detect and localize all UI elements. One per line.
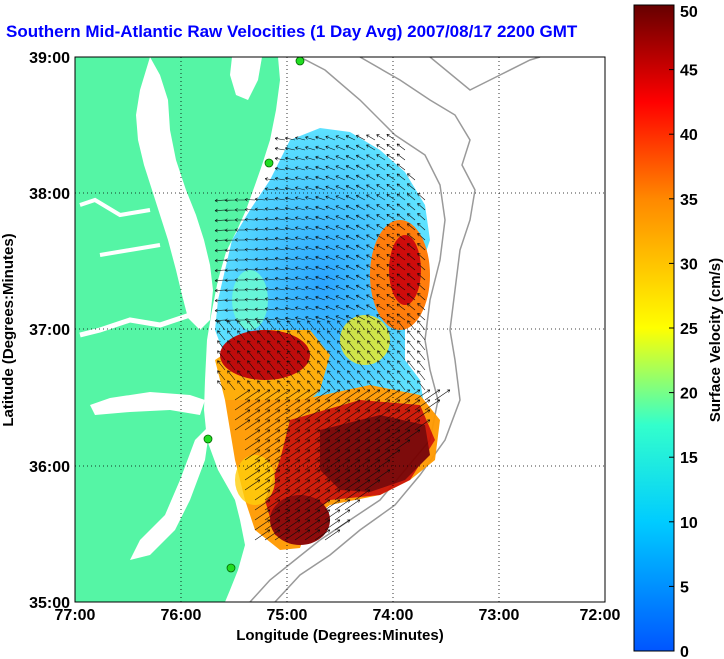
chesapeake-bay <box>136 57 213 330</box>
map-title: Southern Mid-Atlantic Raw Velocities (1 … <box>6 22 578 41</box>
bathymetry-contour <box>249 57 446 602</box>
colorbar-tick-label: 25 <box>680 321 698 338</box>
plot-frame <box>74 56 606 603</box>
colorbar-tick-label: 5 <box>680 579 689 596</box>
station-marker[interactable] <box>295 57 305 66</box>
x-axis: 77:00 76:00 75:00 74:00 73:00 72:00 Long… <box>55 607 621 644</box>
velocity-arrows <box>214 134 451 541</box>
y-tick-label: 39:00 <box>29 50 70 67</box>
x-axis-label: Longitude (Degrees:Minutes) <box>236 627 444 644</box>
albemarle-sound <box>90 392 205 415</box>
colorbar-tick-label: 40 <box>680 127 698 144</box>
river-rappahannock <box>99 243 161 257</box>
station-marker[interactable] <box>226 563 236 573</box>
grid <box>75 57 605 602</box>
y-tick-label: 35:00 <box>29 595 70 612</box>
colorbar-tick-label: 50 <box>680 4 698 21</box>
bathymetry-contour <box>274 57 476 602</box>
colorbar-tick-label: 45 <box>680 63 698 80</box>
colorbar-tick-label: 15 <box>680 450 698 467</box>
delaware-bay <box>230 57 262 100</box>
y-axis: 39:00 38:00 37:00 36:00 35:00 Latitude (… <box>0 50 70 612</box>
x-tick-label: 73:00 <box>479 607 520 624</box>
river-potomac <box>79 197 151 218</box>
colorbar-tick-label: 35 <box>680 192 698 209</box>
x-tick-label: 74:00 <box>373 607 414 624</box>
y-tick-label: 38:00 <box>29 186 70 203</box>
pamlico-sound <box>130 425 210 560</box>
velocity-field <box>214 128 451 550</box>
x-tick-label: 76:00 <box>161 607 202 624</box>
land <box>75 57 280 602</box>
radar-stations <box>203 57 305 573</box>
colorbar-label: Surface Velocity (cm/s) <box>707 258 724 422</box>
station-marker[interactable] <box>203 434 213 444</box>
y-tick-label: 37:00 <box>29 322 70 339</box>
colorbar-tick-label: 10 <box>680 515 698 532</box>
colorbar-tick-label: 30 <box>680 256 698 273</box>
x-tick-label: 72:00 <box>580 607 621 624</box>
y-tick-label: 36:00 <box>29 459 70 476</box>
colorbar-tick-label: 20 <box>680 386 698 403</box>
river-james <box>79 312 191 338</box>
x-tick-label: 77:00 <box>55 607 96 624</box>
x-tick-label: 75:00 <box>267 607 308 624</box>
station-marker[interactable] <box>264 158 274 168</box>
y-axis-label: Latitude (Degrees:Minutes) <box>0 233 17 426</box>
colorbar-scale <box>633 4 675 652</box>
colorbar-tick-label: 0 <box>680 644 689 659</box>
bathymetry-contour <box>429 57 541 91</box>
arrow-glyphs <box>214 134 451 541</box>
